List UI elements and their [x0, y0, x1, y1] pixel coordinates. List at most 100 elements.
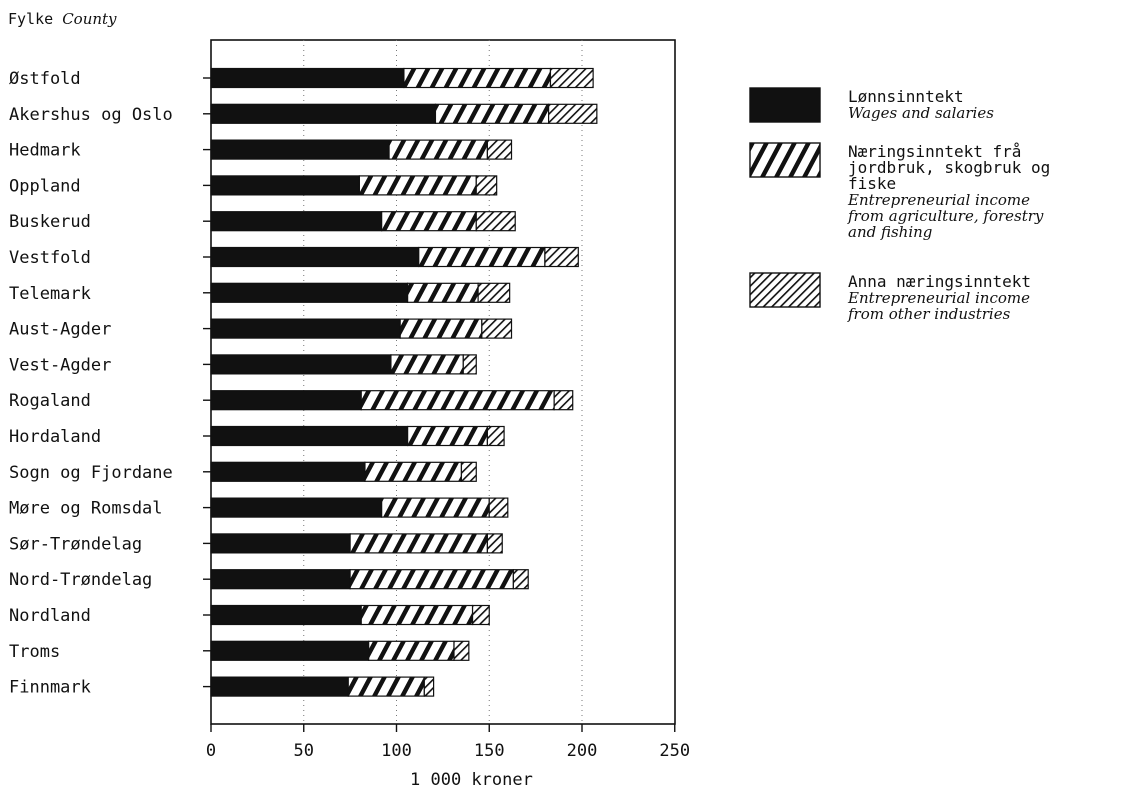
axes: 0 50 100 150 200 250 Østfold Akershus og Oslo He… — [9, 69, 690, 761]
legend-sublabel-agri-1: from agriculture, forestry — [847, 207, 1044, 225]
bar-other-finnmark — [423, 676, 435, 697]
legend-label-wages-0: Lønnsinntekt — [848, 87, 964, 106]
bar-wages-buskerud — [210, 211, 383, 232]
category-label-vestfold: Vestfold — [9, 248, 91, 268]
bar-agri-sogn-og-fjordane — [364, 461, 463, 482]
category-label-nord-trondelag: Nord-Trøndelag — [9, 570, 152, 590]
category-label-oppland: Oppland — [9, 176, 81, 196]
bar-other-rogaland — [553, 390, 574, 411]
category-label-sogn-og-fjordane: Sogn og Fjordane — [9, 463, 173, 483]
category-label-telemark: Telemark — [9, 284, 91, 304]
legend-sublabel-wages-0: Wages and salaries — [848, 104, 994, 122]
category-label-buskerud: Buskerud — [9, 212, 91, 232]
bar-wages-ostfold — [210, 67, 405, 89]
bar-agri-aust-agder — [399, 318, 483, 339]
category-label-ostfold: Østfold — [9, 69, 81, 89]
y-axis-title-main: Fylke — [8, 10, 54, 28]
bar-marks — [210, 67, 598, 697]
bar-wages-nord-trondelag — [210, 569, 351, 590]
bar-other-oppland — [475, 175, 498, 196]
bar-agri-nordland — [360, 604, 474, 626]
bar-other-hedmark — [486, 139, 513, 160]
x-tick-label-250: 250 — [659, 741, 690, 761]
bar-wages-more-og-romsdal — [210, 497, 383, 518]
bar-agri-oppland — [358, 175, 477, 196]
bar-other-more-og-romsdal — [488, 497, 509, 518]
x-tick-label-50: 50 — [294, 741, 314, 761]
bar-other-vest-agder — [462, 354, 477, 375]
x-tick-label-150: 150 — [474, 741, 505, 761]
bar-other-sogn-og-fjordane — [460, 461, 477, 482]
bar-wages-sor-trondelag — [210, 533, 351, 554]
bar-other-aust-agder — [481, 318, 513, 339]
bar-agri-akershus-og-oslo — [434, 103, 550, 124]
bar-wages-rogaland — [210, 390, 362, 411]
category-label-hedmark: Hedmark — [9, 141, 81, 161]
legend-sublabel-agri-0: Entrepreneurial income — [847, 191, 1030, 209]
bar-agri-sor-trondelag — [349, 533, 488, 554]
category-label-sor-trondelag: Sør-Trøndelag — [9, 534, 142, 554]
legend-swatch-agri — [749, 142, 821, 178]
bar-agri-finnmark — [347, 676, 425, 697]
bar-agri-vest-agder — [390, 354, 464, 375]
category-label-troms: Troms — [9, 642, 60, 662]
bar-wages-aust-agder — [210, 318, 401, 339]
category-label-hordaland: Hordaland — [9, 427, 101, 447]
bar-agri-more-og-romsdal — [381, 497, 490, 518]
legend-sublabel-other-0: Entrepreneurial income — [847, 289, 1030, 307]
bar-agri-troms — [368, 640, 455, 661]
bar-agri-vestfold — [418, 246, 546, 268]
legend-swatch-other — [749, 272, 821, 308]
category-label-finnmark: Finnmark — [9, 678, 91, 698]
category-label-rogaland: Rogaland — [9, 391, 91, 411]
bar-other-vestfold — [544, 246, 579, 268]
bar-wages-vest-agder — [210, 354, 392, 375]
bar-wages-finnmark — [210, 676, 349, 697]
bar-agri-telemark — [407, 282, 479, 303]
bar-other-akershus-og-oslo — [548, 103, 598, 124]
bar-other-hordaland — [486, 425, 505, 447]
category-label-akershus-og-oslo: Akershus og Oslo — [9, 105, 173, 125]
bar-other-ostfold — [549, 67, 594, 89]
y-axis-title-sub: County — [62, 10, 117, 28]
bar-wages-nordland — [210, 604, 362, 626]
bar-agri-ostfold — [403, 67, 552, 89]
bar-wages-sogn-og-fjordane — [210, 461, 366, 482]
bar-agri-nord-trondelag — [349, 569, 514, 590]
bar-other-telemark — [477, 282, 511, 303]
category-label-aust-agder: Aust-Agder — [9, 320, 111, 340]
bar-other-nord-trondelag — [512, 569, 529, 590]
bar-agri-rogaland — [360, 390, 555, 411]
bar-other-buskerud — [475, 211, 516, 232]
legend-label-agri-2: fiske — [848, 174, 896, 193]
legend-swatch-wages — [749, 87, 821, 123]
y-axis-title: Fylke County — [8, 10, 117, 28]
category-label-more-og-romsdal: Møre og Romsdal — [9, 499, 163, 519]
x-tick-label-100: 100 — [381, 741, 412, 761]
bar-wages-vestfold — [210, 246, 420, 268]
x-axis-title: 1 000 kroner — [410, 770, 533, 790]
legend-sublabel-agri-2: and fishing — [848, 223, 932, 241]
legend-sublabel-other-1: from other industries — [847, 305, 1011, 323]
bar-other-sor-trondelag — [486, 533, 503, 554]
legend-label-other-0: Anna næringsinntekt — [848, 272, 1031, 291]
bar-wages-telemark — [210, 282, 409, 303]
bar-wages-hedmark — [210, 139, 390, 160]
bar-wages-oppland — [210, 175, 360, 196]
bar-agri-hedmark — [388, 139, 488, 160]
legend-label-agri-1: jordbruk, skogbruk og — [848, 158, 1050, 177]
bar-agri-buskerud — [381, 211, 477, 232]
category-label-vest-agder: Vest-Agder — [9, 355, 111, 375]
bar-wages-troms — [210, 640, 370, 661]
bar-wages-akershus-og-oslo — [210, 103, 437, 124]
bar-agri-hordaland — [407, 425, 488, 447]
bar-wages-hordaland — [210, 425, 409, 447]
category-label-nordland: Nordland — [9, 606, 91, 626]
bar-other-nordland — [471, 604, 490, 626]
x-tick-label-0: 0 — [206, 741, 216, 761]
bar-other-troms — [453, 640, 470, 661]
legend-label-agri-0: Næringsinntekt frå — [848, 142, 1021, 161]
x-tick-label-200: 200 — [567, 741, 598, 761]
